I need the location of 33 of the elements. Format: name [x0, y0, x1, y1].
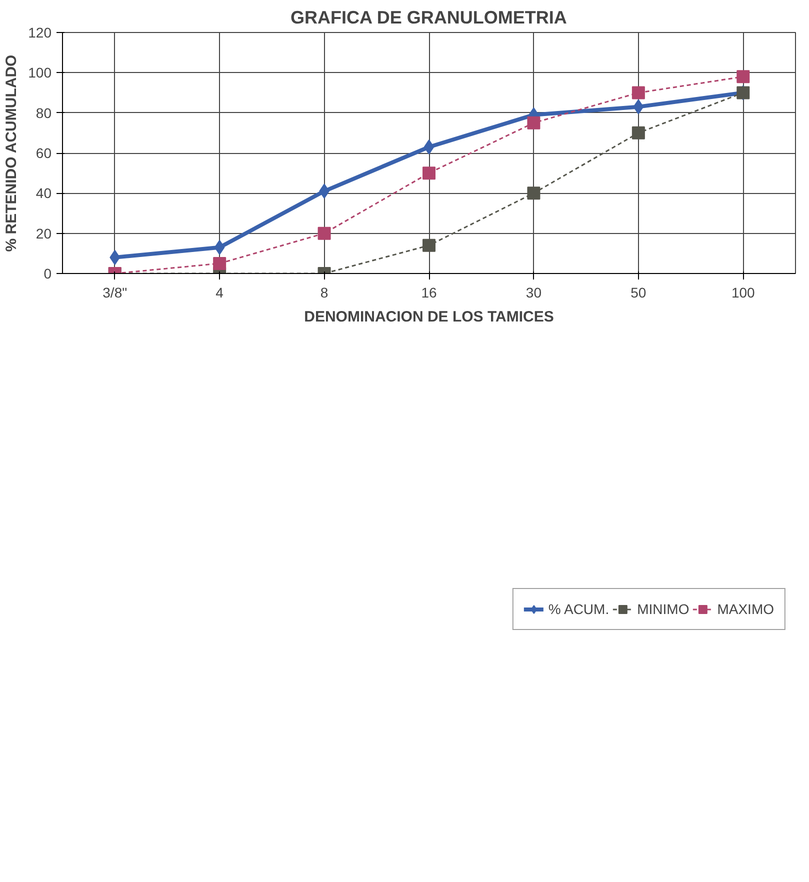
x-tick-label: 50 [630, 284, 646, 300]
point [632, 86, 645, 100]
y-tick-label: 80 [36, 104, 52, 121]
point [213, 256, 226, 270]
point [422, 166, 436, 180]
point [527, 116, 540, 130]
x-tick-label: 3/8" [102, 284, 128, 300]
point [214, 240, 225, 255]
x-tick-label: 16 [421, 284, 437, 300]
point [632, 126, 645, 140]
point [633, 99, 644, 114]
x-tick-label: 8 [320, 284, 328, 300]
legend-label: % ACUM. [548, 601, 610, 617]
y-axis-title: % RETENIDO ACUMULADO [3, 54, 20, 252]
x-tick-label: 30 [526, 284, 542, 300]
chart-title: GRAFICA DE GRANULOMETRIA [290, 8, 567, 28]
point [110, 250, 120, 265]
x-axis-title: DENOMINACION DE LOS TAMICES [304, 308, 554, 326]
x-tick-label: 100 [731, 284, 756, 300]
legend-label: MINIMO [637, 601, 690, 617]
point [527, 186, 540, 200]
x-tick-label: 4 [216, 284, 224, 300]
point [318, 226, 331, 240]
y-tick-label: 120 [28, 24, 52, 40]
y-tick-label: 40 [36, 185, 52, 202]
y-tick-label: 60 [36, 145, 52, 161]
y-tick-label: 100 [28, 64, 52, 81]
legend-label: MAXIMO [717, 601, 774, 617]
point [424, 139, 434, 154]
point [422, 238, 436, 252]
y-tick-label: 0 [44, 266, 52, 282]
point [736, 70, 750, 84]
y-tick-label: 20 [36, 225, 52, 242]
